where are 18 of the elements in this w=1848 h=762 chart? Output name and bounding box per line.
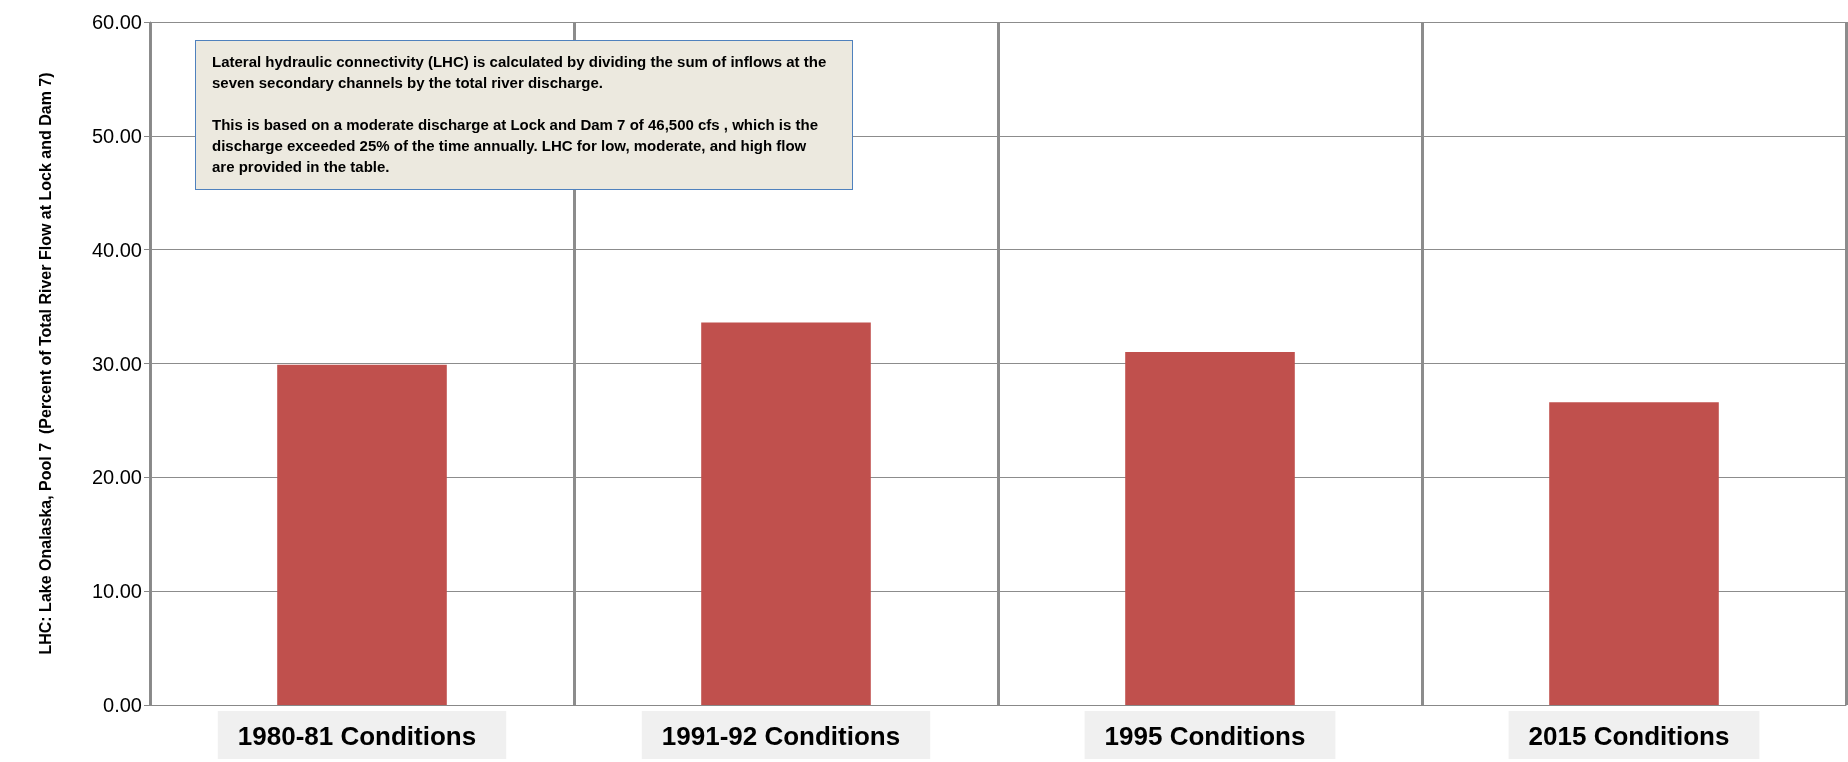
bar	[1125, 352, 1295, 705]
x-tick-label: 1980-81 Conditions	[237, 721, 477, 751]
y-tick-label: 20.00	[91, 466, 142, 489]
bar	[701, 322, 871, 705]
y-tick-label: 50.00	[91, 124, 142, 147]
y-axis-title: LHC: Lake Onalaska, Pool 7 (Percent of Total River Flow at Lock and Dam 7)	[36, 72, 54, 655]
y-tick-label: 10.00	[91, 580, 142, 603]
bar	[277, 364, 447, 705]
annotation: This is based on a moderate discharge at Lock and Dam 7 of 46,500 cfs , which is the discharge exceeded 25% of the time annually. LHC for low, moderate, and high flow are provided in the table.	[212, 116, 819, 175]
annotation: Lateral hydraulic connectivity (LHC) is calculated by dividing the sum of inflows at the seven secondary channels by the total river discharge.	[212, 53, 827, 91]
y-tick-label: 30.00	[91, 352, 142, 375]
y-tick-label: 40.00	[91, 238, 142, 261]
x-tick-label: 1995 Conditions	[1104, 721, 1306, 751]
y-tick-label: 0.00	[103, 694, 142, 716]
x-tick-label: 1991-92 Conditions	[661, 721, 901, 751]
y-tick-label: 60.00	[91, 11, 142, 33]
bar	[1549, 402, 1719, 705]
x-tick-label: 2015 Conditions	[1528, 721, 1730, 751]
